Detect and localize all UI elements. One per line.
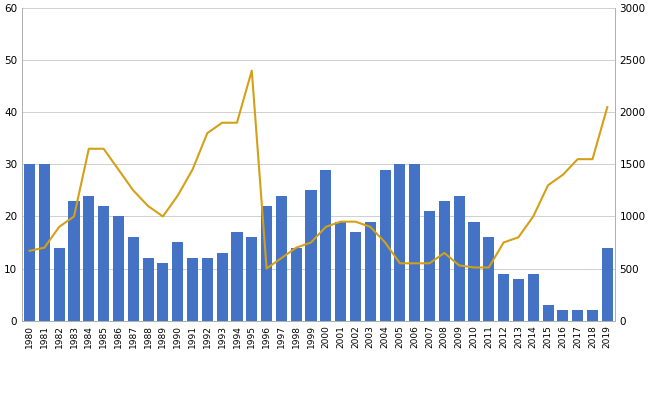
Bar: [98, 206, 109, 321]
Bar: [365, 222, 376, 321]
Bar: [454, 196, 465, 321]
Bar: [602, 248, 613, 321]
Bar: [246, 237, 257, 321]
Number of Moose: [367, 224, 374, 229]
Bar: [557, 310, 569, 321]
Number of Moose: [485, 265, 493, 270]
Number of Moose: [337, 219, 344, 224]
Number of Moose: [500, 240, 508, 245]
Number of Moose: [218, 120, 226, 125]
Number of Moose: [470, 265, 478, 270]
Bar: [127, 237, 139, 321]
Number of Moose: [233, 120, 241, 125]
Number of Moose: [129, 188, 137, 193]
Number of Moose: [174, 193, 181, 198]
Number of Moose: [144, 203, 152, 208]
Number of Moose: [263, 266, 270, 271]
Number of Moose: [114, 167, 122, 172]
Number of Moose: [85, 146, 93, 151]
Number of Moose: [544, 183, 552, 188]
Bar: [380, 170, 391, 321]
Number of Moose: [455, 263, 463, 268]
Bar: [483, 237, 495, 321]
Bar: [528, 274, 539, 321]
Number of Moose: [574, 157, 582, 162]
Bar: [39, 164, 50, 321]
Bar: [142, 258, 153, 321]
Bar: [172, 242, 183, 321]
Number of Moose: [426, 261, 434, 266]
Number of Moose: [322, 224, 330, 229]
Bar: [68, 201, 79, 321]
Bar: [350, 232, 361, 321]
Number of Moose: [411, 261, 419, 266]
Number of Moose: [589, 157, 597, 162]
Number of Moose: [278, 256, 285, 261]
Bar: [261, 206, 272, 321]
Number of Moose: [40, 245, 48, 250]
Number of Moose: [70, 214, 78, 219]
Bar: [83, 196, 94, 321]
Bar: [498, 274, 509, 321]
Number of Moose: [559, 172, 567, 177]
Number of Moose: [396, 261, 404, 266]
Number of Moose: [603, 105, 611, 110]
Bar: [320, 170, 332, 321]
Number of Moose: [159, 214, 167, 219]
Number of Moose: [99, 146, 107, 151]
Number of Moose: [188, 167, 196, 172]
Bar: [409, 164, 421, 321]
Bar: [113, 217, 124, 321]
Bar: [572, 310, 583, 321]
Bar: [157, 263, 168, 321]
Bar: [513, 279, 524, 321]
Bar: [424, 211, 435, 321]
Bar: [306, 190, 317, 321]
Bar: [439, 201, 450, 321]
Bar: [395, 164, 406, 321]
Bar: [231, 232, 242, 321]
Bar: [54, 248, 65, 321]
Bar: [24, 164, 35, 321]
Bar: [335, 222, 346, 321]
Bar: [276, 196, 287, 321]
Bar: [291, 248, 302, 321]
Number of Moose: [55, 224, 63, 229]
Bar: [469, 222, 480, 321]
Number of Moose: [515, 235, 523, 240]
Number of Moose: [529, 214, 537, 219]
Line: Number of Moose: Number of Moose: [29, 71, 607, 268]
Bar: [543, 305, 554, 321]
Bar: [187, 258, 198, 321]
Number of Moose: [203, 131, 211, 136]
Number of Moose: [441, 250, 448, 255]
Number of Moose: [248, 68, 255, 73]
Bar: [216, 253, 228, 321]
Number of Moose: [25, 248, 33, 253]
Bar: [202, 258, 213, 321]
Number of Moose: [381, 240, 389, 245]
Number of Moose: [352, 219, 359, 224]
Number of Moose: [292, 245, 300, 250]
Number of Moose: [307, 240, 315, 245]
Bar: [587, 310, 598, 321]
